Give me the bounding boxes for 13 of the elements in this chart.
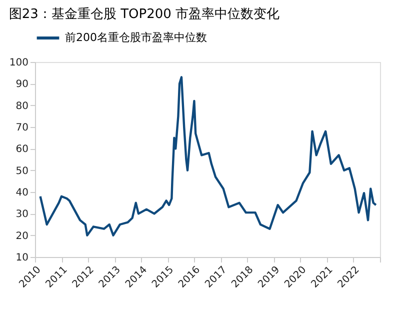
y-tick-label: 90 — [16, 79, 28, 90]
y-tick-label: 100 — [9, 58, 28, 68]
line-series — [39, 76, 378, 236]
y-tick-label: 10 — [16, 252, 28, 264]
chart-title: 图23：基金重仓股 TOP200 市盈率中位数变化 — [8, 6, 280, 22]
y-tick-label: 70 — [16, 122, 28, 134]
y-tick-label: 50 — [16, 166, 28, 177]
y-tick-label: 60 — [16, 144, 28, 156]
y-tick-label: 30 — [16, 209, 28, 220]
y-tick-label: 40 — [16, 188, 28, 198]
y-tick-label: 20 — [16, 230, 28, 242]
y-tick-label: 80 — [16, 100, 28, 112]
legend-label: 前200名重仓股市盈率中位数 — [65, 31, 207, 44]
